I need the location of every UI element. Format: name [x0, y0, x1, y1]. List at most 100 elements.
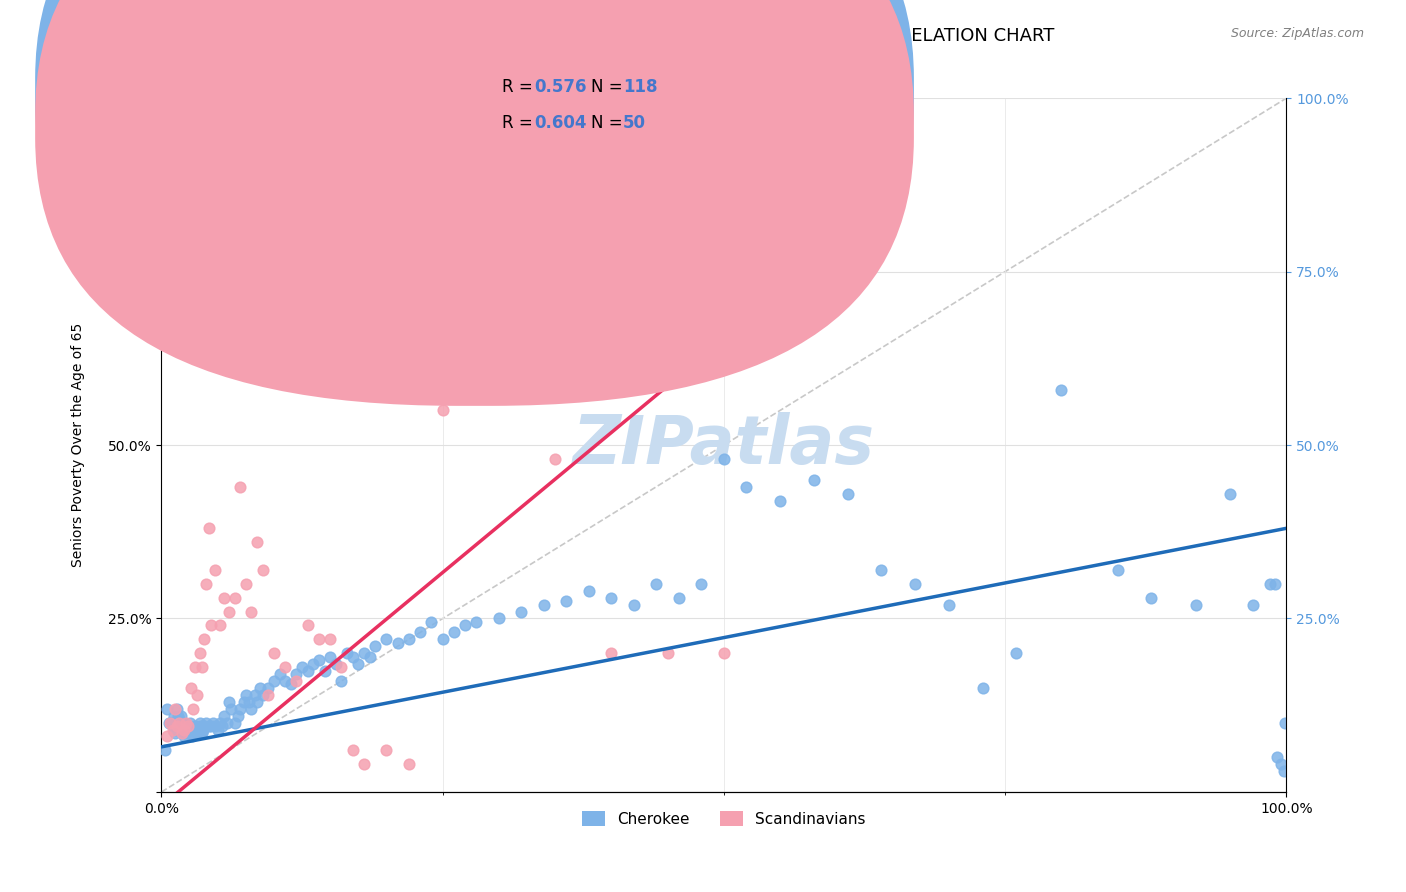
Point: [375, 743, 398, 757]
Point: [195, 715, 218, 730]
Point: [162, 723, 184, 737]
Point: [1267, 750, 1289, 764]
Point: [353, 757, 375, 772]
Point: [215, 715, 238, 730]
Point: [162, 719, 184, 733]
Point: [297, 618, 319, 632]
Point: [769, 493, 792, 508]
Point: [375, 632, 398, 647]
Point: [252, 688, 274, 702]
Point: [302, 657, 325, 671]
Point: [938, 598, 960, 612]
Point: [226, 708, 249, 723]
Point: [285, 667, 308, 681]
Point: [232, 695, 254, 709]
Point: [1241, 598, 1264, 612]
Point: [359, 649, 381, 664]
Point: [533, 598, 555, 612]
Point: [657, 646, 679, 660]
Point: [169, 712, 191, 726]
Point: [1274, 715, 1296, 730]
Point: [202, 715, 225, 730]
Point: [186, 723, 208, 737]
Point: [347, 657, 370, 671]
Point: [197, 719, 219, 733]
Text: 118: 118: [623, 78, 658, 96]
Point: [246, 535, 269, 549]
Point: [249, 681, 271, 695]
Point: [218, 605, 240, 619]
Point: [443, 625, 465, 640]
Point: [156, 702, 179, 716]
Point: [180, 726, 202, 740]
Point: [238, 695, 260, 709]
Point: [181, 702, 204, 716]
Point: [190, 719, 212, 733]
Point: [166, 719, 188, 733]
Point: [291, 660, 314, 674]
Point: [274, 660, 297, 674]
Point: [193, 719, 215, 733]
Point: [263, 673, 285, 688]
Point: [211, 719, 233, 733]
Point: [243, 688, 266, 702]
Point: [169, 715, 191, 730]
Text: N =: N =: [591, 114, 627, 132]
Point: [163, 708, 186, 723]
Point: [555, 594, 578, 608]
Point: [186, 688, 208, 702]
Point: [224, 715, 246, 730]
Point: [308, 653, 330, 667]
Point: [153, 743, 176, 757]
Point: [488, 285, 510, 300]
Point: [600, 591, 623, 605]
Point: [420, 615, 443, 629]
Point: [735, 480, 758, 494]
Point: [214, 591, 236, 605]
Point: [364, 639, 387, 653]
Point: [191, 723, 214, 737]
Point: [195, 576, 218, 591]
Point: [1270, 757, 1292, 772]
Point: [336, 646, 359, 660]
Point: [167, 708, 190, 723]
Point: [180, 681, 202, 695]
Point: [325, 657, 347, 671]
Point: [600, 646, 623, 660]
Point: [308, 632, 330, 647]
Text: CHEROKEE VS SCANDINAVIAN SENIORS POVERTY OVER THE AGE OF 65 CORRELATION CHART: CHEROKEE VS SCANDINAVIAN SENIORS POVERTY…: [211, 27, 1054, 45]
Point: [188, 646, 211, 660]
Point: [156, 730, 179, 744]
Point: [1272, 764, 1295, 779]
Point: [257, 681, 280, 695]
Point: [409, 625, 432, 640]
Point: [1258, 576, 1281, 591]
Point: [163, 726, 186, 740]
Text: ZIPatlas: ZIPatlas: [574, 412, 875, 478]
Point: [342, 649, 364, 664]
Text: R =: R =: [502, 114, 538, 132]
Text: 0.604: 0.604: [534, 114, 586, 132]
Point: [330, 660, 353, 674]
Point: [176, 719, 198, 733]
Point: [668, 591, 690, 605]
Point: [160, 715, 183, 730]
Point: [177, 719, 200, 733]
Point: [904, 576, 927, 591]
Point: [297, 664, 319, 678]
Point: [165, 723, 187, 737]
Point: [623, 598, 645, 612]
Point: [169, 719, 191, 733]
Point: [174, 726, 197, 740]
Point: [314, 664, 336, 678]
Point: [184, 719, 207, 733]
Point: [173, 730, 195, 744]
Point: [204, 719, 226, 733]
Point: [197, 521, 219, 535]
Point: [263, 646, 285, 660]
Point: [191, 660, 214, 674]
Point: [353, 646, 375, 660]
Point: [179, 723, 201, 737]
Point: [184, 660, 207, 674]
Point: [159, 715, 181, 730]
